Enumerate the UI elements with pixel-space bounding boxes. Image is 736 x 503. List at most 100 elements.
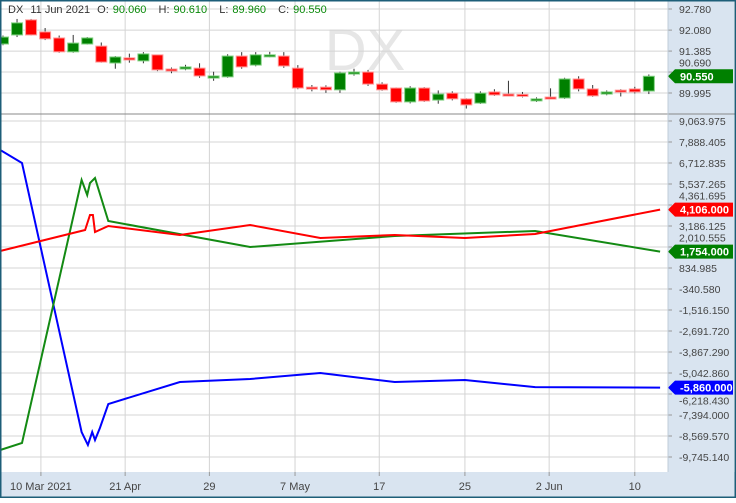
candle-body [39, 31, 52, 40]
bullish-candle [263, 51, 276, 58]
indicator-axis-label: -7,394.000 [679, 410, 729, 422]
high-label: H: [158, 4, 170, 16]
bearish-candle [319, 85, 332, 93]
candle-body [11, 22, 24, 36]
bullish-candle [333, 71, 346, 93]
indicator-axis-label: -9,745.140 [679, 452, 729, 464]
candle-body [221, 55, 234, 78]
candle-body [516, 93, 529, 97]
candle-body [530, 98, 543, 102]
bullish-candle [11, 18, 24, 38]
candle-body [404, 87, 417, 103]
time-axis-label: 25 [459, 481, 471, 493]
badge-label: -5,860.000 [680, 383, 733, 395]
bearish-candle [53, 35, 66, 53]
last-price-badge: 90.550 [668, 69, 733, 84]
close-value: 90.550 [293, 4, 327, 16]
ohlc-legend: DX 11 Jun 2021 O: 90.060 H: 90.610 L: 89.96… [8, 4, 336, 16]
candle-body [109, 56, 122, 64]
indicator-axis-label: -1,516.150 [679, 305, 729, 317]
candle-body [376, 83, 389, 91]
time-axis-panel[interactable] [0, 472, 736, 498]
indicator-line-green [0, 176, 661, 451]
indicator-axis-label: -2,691.720 [679, 326, 729, 338]
time-axis-label: 21 Apr [109, 481, 141, 493]
candle-body [502, 93, 515, 97]
bullish-candle [474, 91, 487, 105]
bullish-candle [137, 52, 150, 64]
candle-body [432, 93, 445, 101]
badge-shape [668, 202, 733, 217]
legend-date: 11 Jun 2021 [30, 4, 91, 16]
bearish-candle [390, 87, 403, 103]
candle-body [348, 71, 360, 75]
indicator-axis-label: -6,218.430 [679, 396, 729, 408]
indicator-axis-label: 834.985 [679, 263, 717, 275]
badge-label: 90.550 [680, 71, 714, 83]
bearish-candle [165, 67, 178, 74]
bearish-candle [25, 18, 38, 36]
low-label: L: [219, 4, 229, 16]
candle-body [572, 78, 585, 90]
bearish-candle [488, 89, 501, 96]
bearish-candle [193, 63, 206, 78]
candle-body [319, 86, 332, 91]
bullish-candle [109, 56, 122, 69]
bearish-candle [586, 85, 599, 97]
bullish-candle [530, 97, 543, 102]
indicator-axis-label: 2,010.555 [679, 233, 726, 245]
candle-body [179, 66, 192, 70]
open-label: O: [97, 4, 109, 16]
indicator-axis-label: -3,867.290 [679, 347, 729, 359]
candle-body [151, 54, 164, 71]
bearish-candle [544, 88, 557, 100]
bullish-candle [81, 37, 94, 45]
bullish-candle [558, 77, 571, 99]
time-axis-label: 17 [373, 481, 385, 493]
high-value: 90.610 [173, 4, 208, 16]
indicator-lines [0, 149, 661, 451]
candle-body [586, 88, 599, 97]
candle-body [81, 37, 94, 45]
badge-shape [668, 380, 733, 395]
candle-body [390, 87, 403, 103]
indicator-axis-label: -5,042.860 [679, 368, 729, 380]
bearish-candle [123, 53, 136, 63]
indicator-axis-label: 5,537.265 [679, 179, 726, 191]
bullish-candle [179, 64, 192, 71]
time-axis-label: 10 [629, 481, 641, 493]
close-label: C: [278, 4, 290, 16]
candle-body [558, 78, 571, 99]
candle-body [291, 67, 304, 89]
candle-body [446, 92, 459, 100]
candle-body [249, 54, 262, 66]
price-axis-label: 89.995 [679, 88, 711, 100]
badge-shape [668, 244, 733, 259]
badge-label: 1,754.000 [680, 247, 729, 259]
bearish-candle [291, 65, 304, 90]
bearish-candle [418, 87, 431, 102]
bullish-candle [0, 35, 9, 46]
badge-label: 4,106.000 [680, 205, 729, 217]
indicator-value-badge: -5,860.000 [668, 380, 733, 395]
axes: 10 Mar 2021 21 Apr 29 7 May 17 25 2 Jun 10 92.78… [10, 4, 733, 493]
candle-body [460, 98, 473, 106]
candles [0, 18, 655, 109]
indicator-line-red [0, 208, 661, 252]
candle-body [0, 36, 9, 45]
candle-body [600, 91, 613, 95]
bullish-candle [348, 68, 360, 76]
indicator-axis-label: 7,888.405 [679, 137, 726, 149]
bullish-candle [432, 90, 445, 104]
bearish-candle [39, 28, 52, 41]
bearish-candle [502, 80, 515, 97]
indicator-axis-label: 4,361.695 [679, 191, 726, 203]
badge-shape [668, 69, 733, 84]
bullish-candle [600, 90, 613, 96]
bullish-candle [642, 74, 655, 95]
bearish-candle [446, 91, 459, 101]
candle-body [544, 96, 557, 100]
candle-body [277, 55, 290, 67]
